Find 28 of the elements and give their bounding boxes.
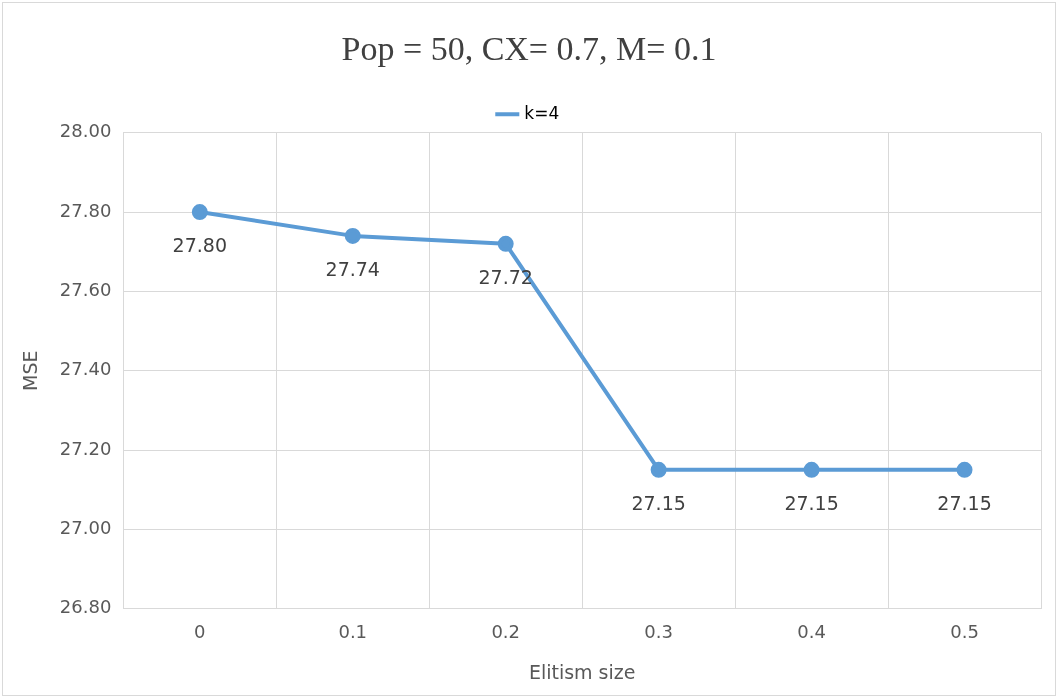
- y-tick-label: 27.60: [59, 279, 112, 301]
- x-tick-label: 0: [194, 621, 206, 643]
- x-tick-label: 0.3: [644, 621, 673, 643]
- y-tick-label: 26.80: [59, 596, 112, 618]
- data-label: 27.15: [631, 491, 686, 514]
- y-tick-label: 27.40: [59, 358, 112, 380]
- y-axis-title: MSE: [19, 350, 42, 391]
- data-label: 27.15: [784, 491, 839, 514]
- point: [803, 461, 820, 478]
- x-tick-label: 0.1: [338, 621, 368, 643]
- y-tick-label: 27.00: [59, 516, 112, 538]
- y-tick-label: 28.00: [59, 120, 112, 142]
- data-label: 27.74: [325, 257, 380, 280]
- x-tick-label: 0.2: [491, 621, 521, 643]
- chart-title: Pop = 50, CX= 0.7, M= 0.1: [341, 30, 717, 68]
- legend-label: k=4: [524, 102, 560, 123]
- y-tick-label: 27.80: [59, 199, 112, 221]
- point: [191, 204, 208, 221]
- x-axis-title: Elitism size: [528, 660, 636, 683]
- point: [956, 461, 973, 478]
- data-label: 27.80: [172, 234, 228, 257]
- point: [344, 227, 361, 244]
- point: [497, 235, 514, 252]
- x-tick-label: 0.5: [950, 621, 979, 643]
- data-label: 27.15: [937, 491, 992, 514]
- y-tick-label: 27.20: [59, 437, 112, 459]
- x-tick-label: 0.4: [797, 621, 826, 643]
- point: [650, 461, 667, 478]
